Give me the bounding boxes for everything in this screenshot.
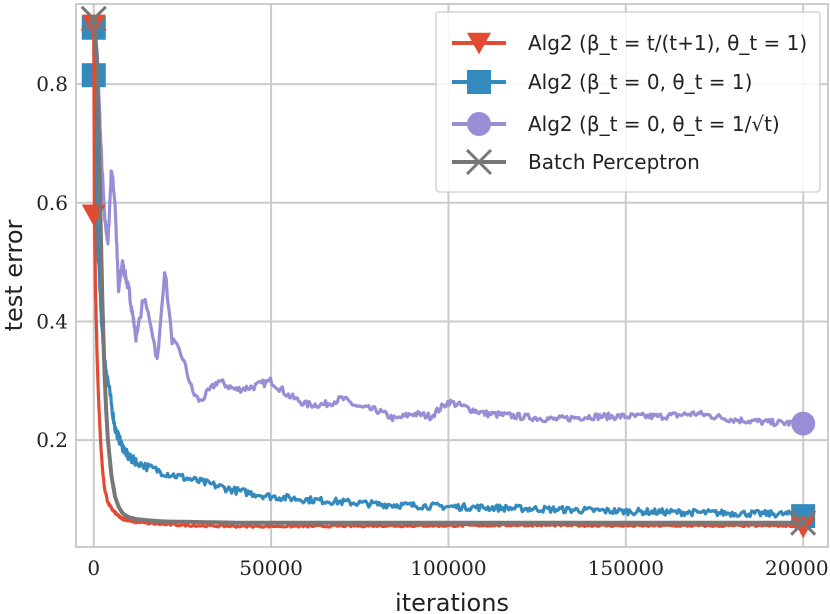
- x-tick-label: 0: [87, 556, 100, 580]
- x-axis-label: iterations: [395, 589, 509, 614]
- legend-label: Alg2 (β_t = 0, θ_t = 1): [528, 70, 752, 94]
- y-tick-label: 0.8: [36, 72, 68, 96]
- plot-area: [80, 5, 817, 539]
- x-tick-label: 50000: [239, 556, 303, 580]
- data-point-marker: [791, 411, 816, 436]
- y-tick-label: 0.6: [36, 191, 68, 215]
- legend-swatch-marker: [467, 112, 491, 136]
- data-point-marker: [80, 5, 107, 32]
- legend-box: [435, 11, 821, 193]
- legend-swatch-marker: [467, 70, 491, 94]
- x-tick-label: 100000: [410, 556, 486, 580]
- y-tick-label: 0.2: [36, 428, 68, 452]
- legend-swatch-marker: [465, 148, 493, 176]
- y-axis-label: test error: [0, 219, 28, 331]
- y-tick-label: 0.4: [36, 309, 68, 333]
- series-line-alg2-constant: [92, 24, 803, 519]
- series-line-batch-perceptron: [91, 18, 803, 525]
- data-point-marker: [790, 509, 817, 536]
- legend-swatch-marker: [467, 32, 491, 55]
- legend-label: Alg2 (β_t = t/(t+1), θ_t = 1): [528, 31, 807, 55]
- legend-label: Batch Perceptron: [528, 150, 700, 174]
- series-line-alg2-decay: [92, 29, 803, 429]
- series-line-alg2-momentum: [92, 24, 803, 529]
- axes-frame: [75, 3, 829, 548]
- x-tick-label: 150000: [588, 556, 664, 580]
- legend-label: Alg2 (β_t = 0, θ_t = 1/√t): [528, 112, 780, 136]
- legend: Alg2 (β_t = t/(t+1), θ_t = 1) Alg2 (β_t =…: [435, 11, 821, 193]
